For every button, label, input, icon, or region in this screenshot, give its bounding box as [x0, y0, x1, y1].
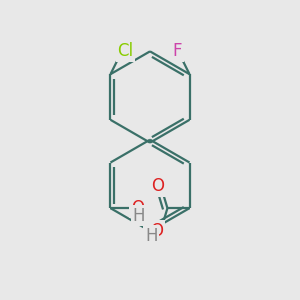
Text: H: H [145, 227, 158, 245]
Text: O: O [150, 222, 163, 240]
Text: Cl: Cl [118, 42, 134, 60]
Text: O: O [131, 199, 144, 217]
Text: H: H [133, 206, 145, 224]
Text: F: F [172, 42, 182, 60]
Text: O: O [152, 177, 164, 195]
